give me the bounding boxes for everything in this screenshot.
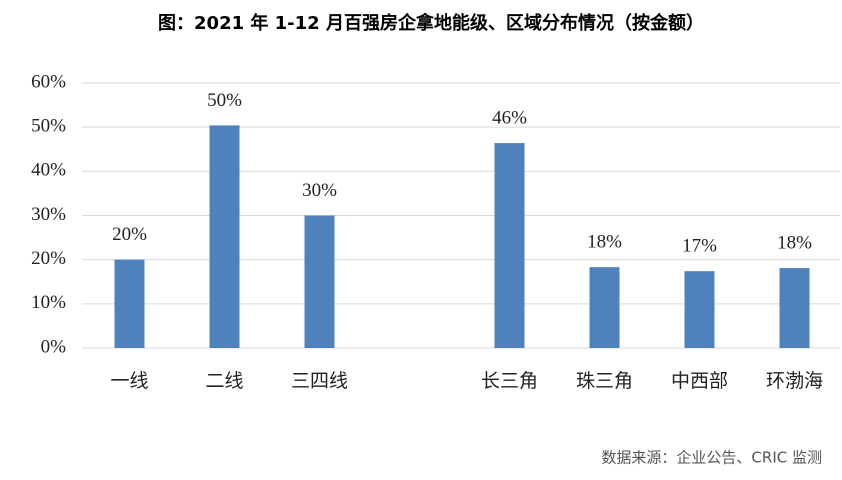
y-tick-label: 30% <box>31 204 66 225</box>
y-tick-label: 20% <box>31 248 66 269</box>
x-tick-label: 珠三角 <box>576 370 633 392</box>
value-label: 30% <box>302 180 337 201</box>
x-tick-label: 三四线 <box>291 370 348 392</box>
value-label: 18% <box>777 232 812 253</box>
x-tick-label: 环渤海 <box>766 370 823 392</box>
source-note: 数据来源：企业公告、CRIC 监测 <box>601 449 822 467</box>
bar <box>779 268 810 348</box>
bar <box>114 259 145 348</box>
bar <box>209 125 240 349</box>
y-tick-label: 40% <box>31 160 66 181</box>
chart-title: 图：2021 年 1-12 月百强房企拿地能级、区域分布情况（按金额） <box>158 12 704 34</box>
value-label: 20% <box>112 224 147 245</box>
x-tick-label: 一线 <box>110 370 148 392</box>
x-tick-label: 二线 <box>205 370 243 392</box>
x-tick-label: 长三角 <box>481 370 538 392</box>
bar <box>494 143 525 348</box>
y-tick-label: 10% <box>31 292 66 313</box>
bar <box>684 271 715 348</box>
bar <box>304 215 335 348</box>
x-tick-label: 中西部 <box>671 370 728 392</box>
y-tick-label: 0% <box>41 336 67 357</box>
value-label: 50% <box>207 90 242 111</box>
value-label: 46% <box>492 107 527 128</box>
bar <box>589 267 620 348</box>
value-label: 17% <box>682 236 717 257</box>
y-tick-label: 60% <box>31 71 66 92</box>
y-tick-label: 50% <box>31 116 66 137</box>
value-label: 18% <box>587 232 622 253</box>
